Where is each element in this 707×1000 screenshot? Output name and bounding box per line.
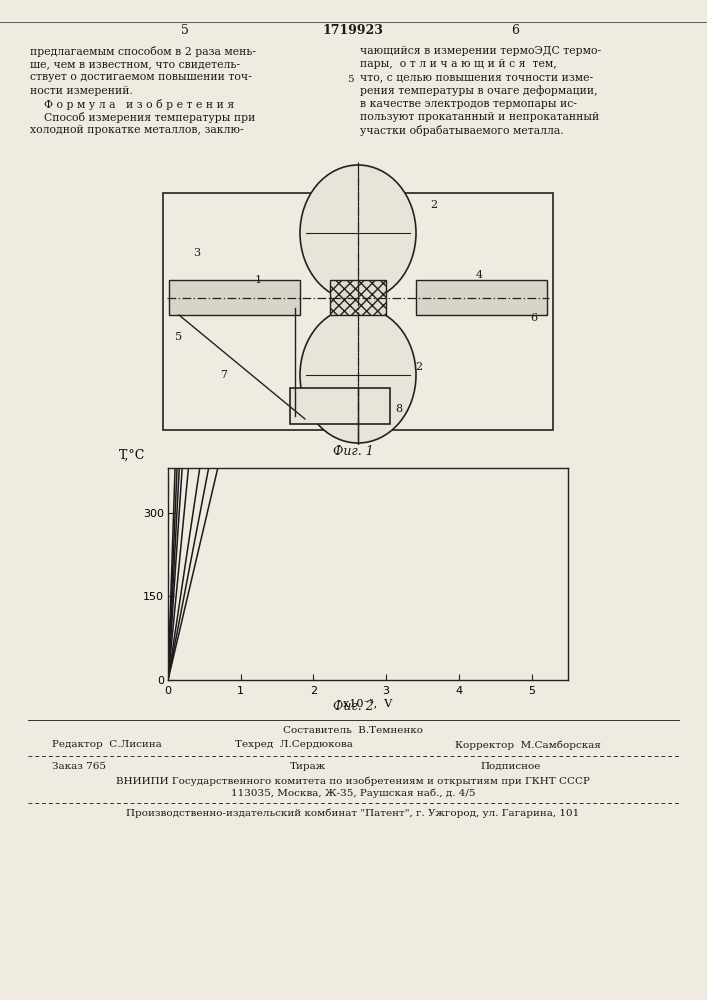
Text: холодной прокатке металлов, заклю-: холодной прокатке металлов, заклю- — [30, 125, 244, 135]
Text: Редактор  С.Лисина: Редактор С.Лисина — [52, 740, 162, 749]
Text: 2: 2 — [430, 200, 437, 210]
Text: ше, чем в известном, что свидетель-: ше, чем в известном, что свидетель- — [30, 59, 240, 69]
Text: 1: 1 — [255, 275, 262, 285]
Text: предлагаемым способом в 2 раза мень-: предлагаемым способом в 2 раза мень- — [30, 46, 256, 57]
Text: Ф о р м у л а   и з о б р е т е н и я: Ф о р м у л а и з о б р е т е н и я — [30, 99, 234, 110]
Text: Способ измерения температуры при: Способ измерения температуры при — [30, 112, 255, 123]
Text: ВНИИПИ Государственного комитета по изобретениям и открытиям при ГКНТ СССР: ВНИИПИ Государственного комитета по изоб… — [116, 776, 590, 786]
Bar — [169, 280, 300, 315]
Text: Заказ 765: Заказ 765 — [52, 762, 106, 771]
Bar — [290, 388, 390, 424]
Bar — [163, 193, 553, 430]
Text: что, с целью повышения точности изме-: что, с целью повышения точности изме- — [360, 72, 593, 82]
Text: 113035, Москва, Ж-35, Раушская наб., д. 4/5: 113035, Москва, Ж-35, Раушская наб., д. … — [230, 789, 475, 798]
Text: пары,  о т л и ч а ю щ и й с я  тем,: пары, о т л и ч а ю щ и й с я тем, — [360, 59, 556, 69]
Text: Производственно-издательский комбинат "Патент", г. Ужгород, ул. Гагарина, 101: Производственно-издательский комбинат "П… — [127, 809, 580, 818]
Text: 3: 3 — [193, 248, 200, 258]
X-axis label: x10⁻⁵,  V: x10⁻⁵, V — [344, 698, 392, 708]
Bar — [416, 280, 547, 315]
Text: Подписное: Подписное — [480, 762, 540, 771]
Ellipse shape — [300, 165, 416, 301]
Text: 4: 4 — [476, 270, 483, 280]
Text: 5: 5 — [175, 332, 182, 342]
Text: Техред  Л.Сердюкова: Техред Л.Сердюкова — [235, 740, 353, 749]
Text: 6: 6 — [511, 23, 519, 36]
Text: пользуют прокатанный и непрокатанный: пользуют прокатанный и непрокатанный — [360, 112, 600, 122]
Text: 1719923: 1719923 — [322, 23, 383, 36]
Text: Фиг. 2: Фиг. 2 — [332, 700, 373, 713]
Text: в качестве электродов термопары ис-: в качестве электродов термопары ис- — [360, 99, 577, 109]
Text: ности измерений.: ности измерений. — [30, 86, 133, 96]
Text: Фиг. 1: Фиг. 1 — [332, 445, 373, 458]
Text: Корректор  М.Самборская: Корректор М.Самборская — [455, 740, 601, 750]
Ellipse shape — [300, 307, 416, 443]
Text: 7: 7 — [220, 370, 227, 380]
Text: участки обрабатываемого металла.: участки обрабатываемого металла. — [360, 125, 563, 136]
Text: Составитель  В.Темненко: Составитель В.Темненко — [283, 726, 423, 735]
Y-axis label: T,°C: T,°C — [119, 449, 145, 462]
Text: Тираж: Тираж — [290, 762, 326, 771]
Text: ствует о достигаемом повышении точ-: ствует о достигаемом повышении точ- — [30, 72, 252, 82]
Text: чающийся в измерении термоЭДС термо-: чающийся в измерении термоЭДС термо- — [360, 46, 601, 56]
Text: 6: 6 — [530, 313, 537, 323]
Bar — [330, 280, 386, 315]
Text: 2: 2 — [415, 362, 422, 372]
Text: 5: 5 — [181, 23, 189, 36]
Text: рения температуры в очаге деформации,: рения температуры в очаге деформации, — [360, 86, 597, 96]
Text: 5: 5 — [346, 75, 354, 84]
Text: 8: 8 — [395, 404, 402, 414]
